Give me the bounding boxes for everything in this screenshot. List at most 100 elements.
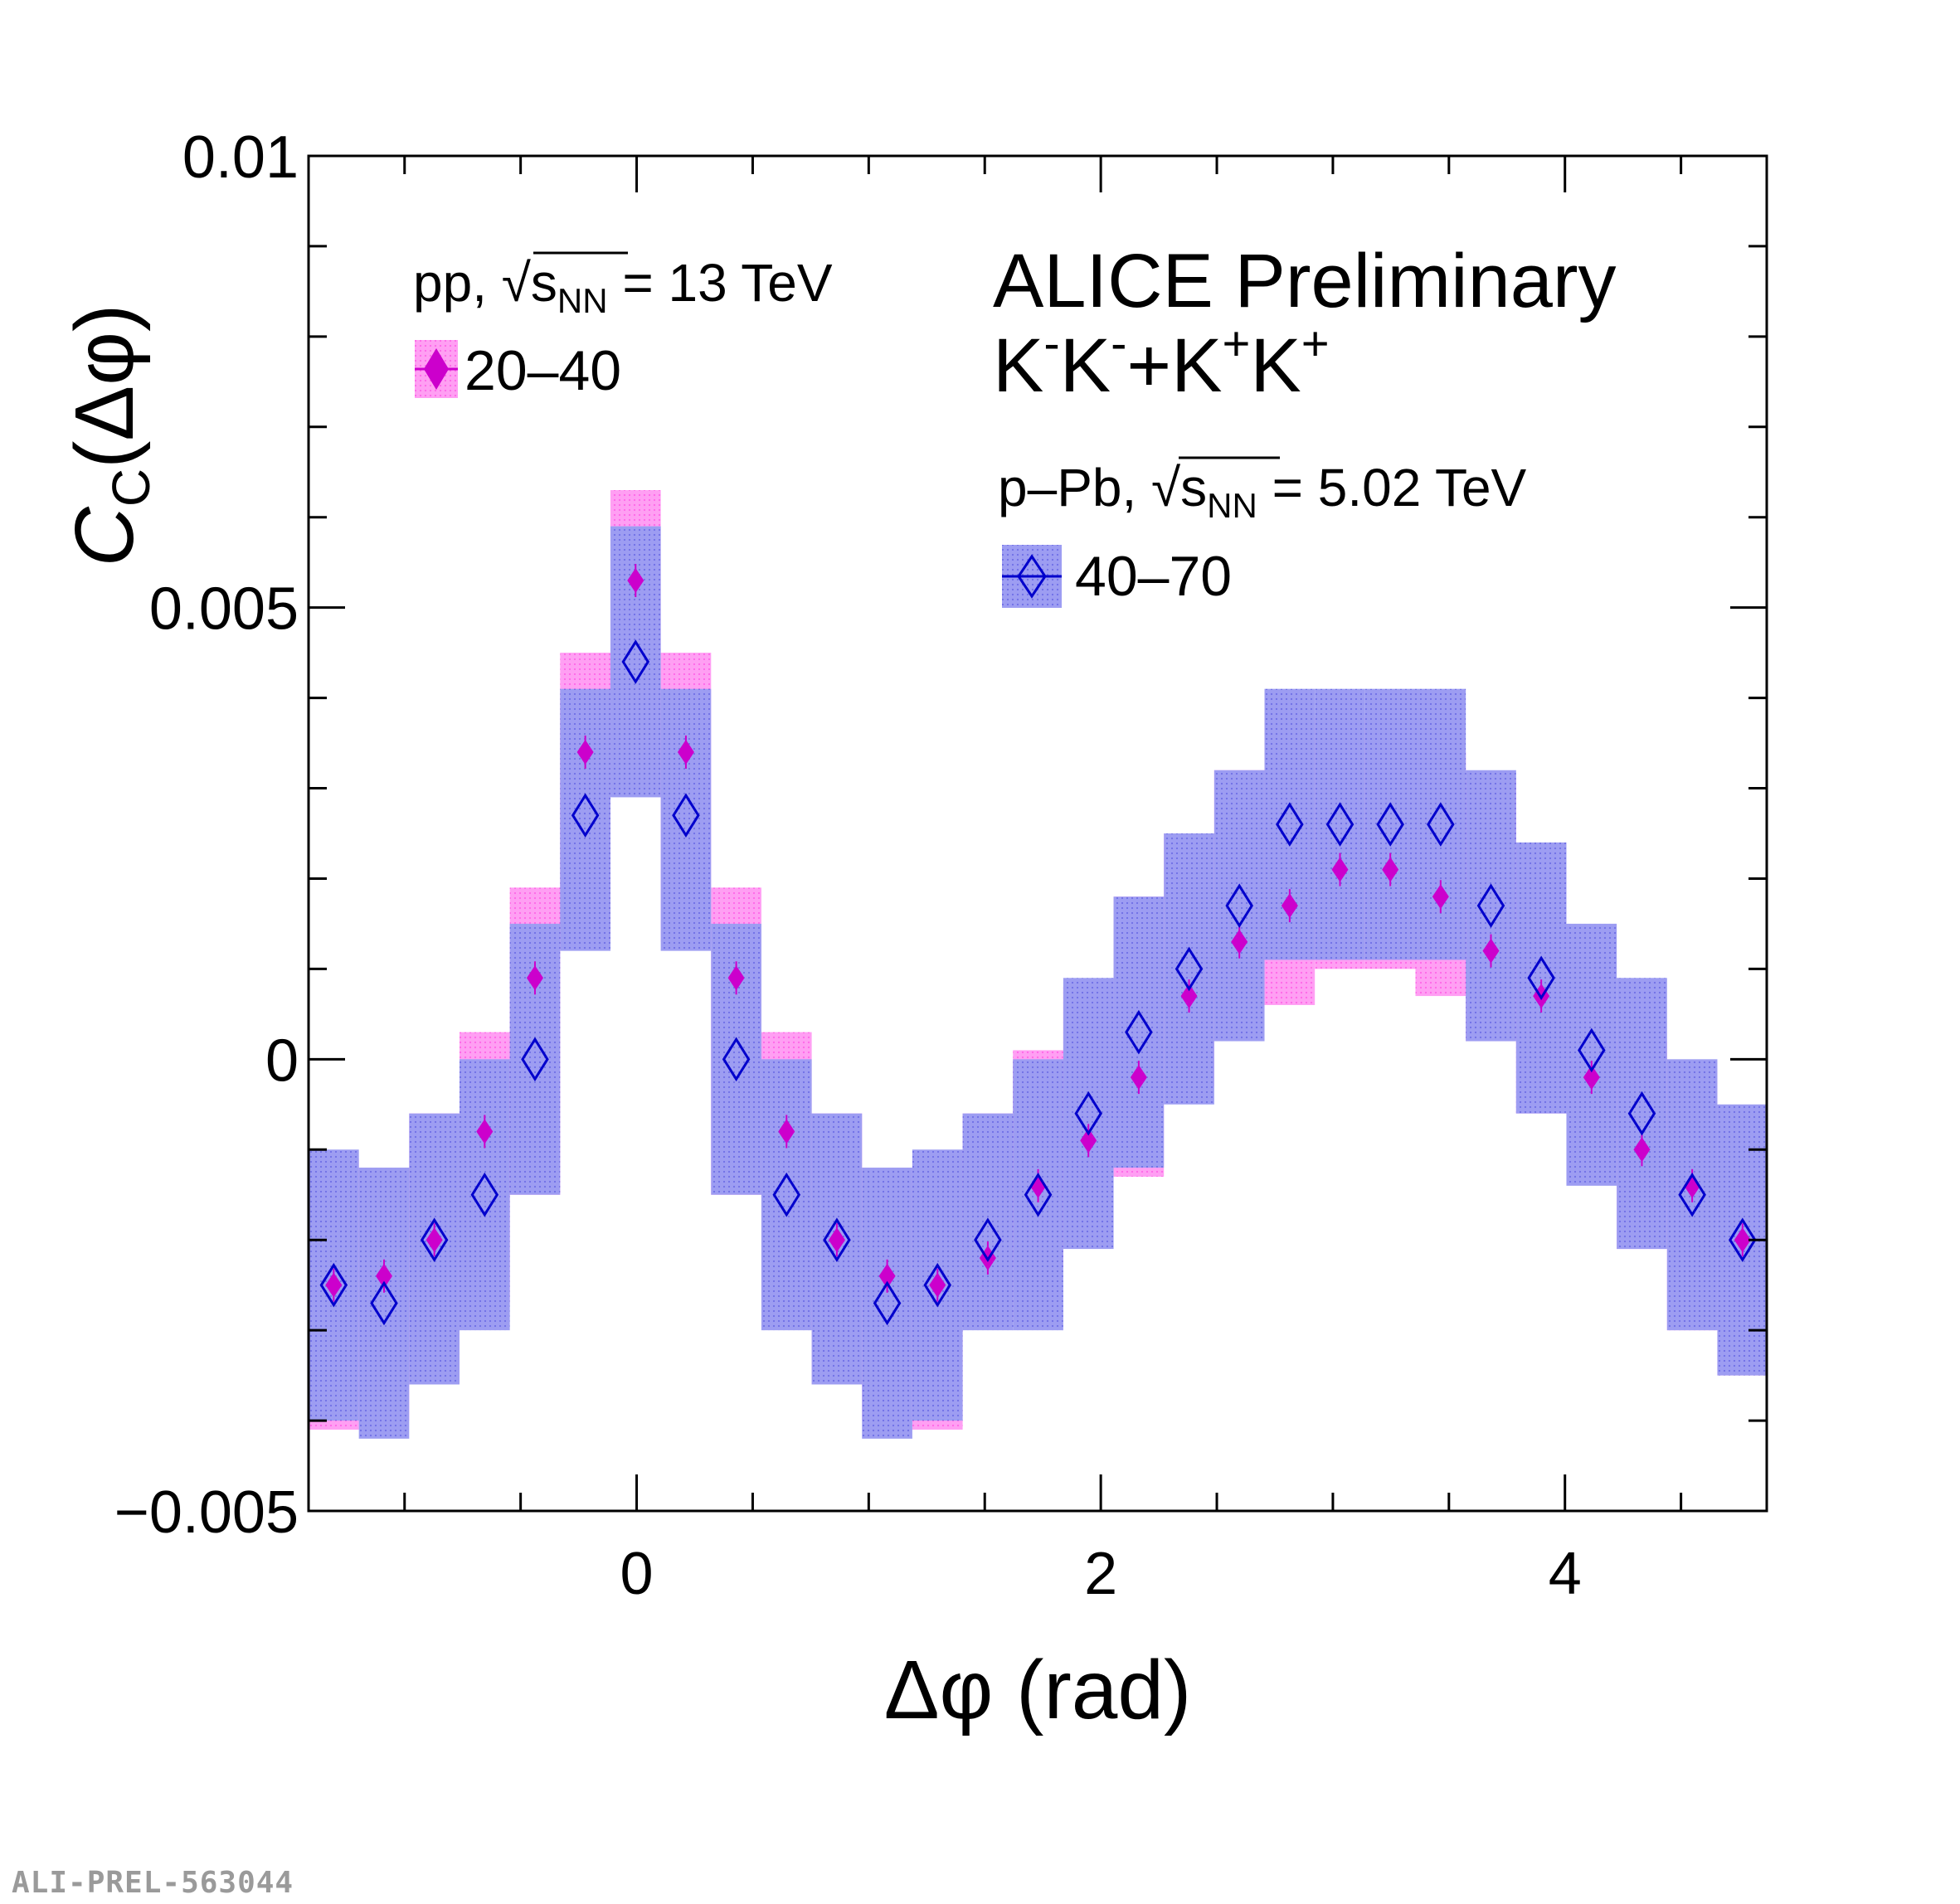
data-point-a <box>828 1227 845 1253</box>
legend-a-header: pp, √sNN = 13 TeV <box>413 253 833 320</box>
data-point-b <box>873 1280 902 1326</box>
data-point-a <box>929 1272 946 1298</box>
data-point-a <box>1130 1065 1147 1090</box>
x-axis-ticks: 0 2 4 <box>403 156 1683 1607</box>
data-point-b <box>923 1262 952 1308</box>
data-point-b <box>672 793 700 838</box>
sys-band-b <box>1515 842 1567 1114</box>
data-point-a <box>878 1263 896 1289</box>
data-point-b <box>772 1172 801 1217</box>
sys-band-b <box>1466 770 1516 1042</box>
data-point-a <box>778 1119 795 1144</box>
x-tick-label: 4 <box>1549 1541 1582 1607</box>
y-tick-label: −0.005 <box>114 1479 299 1546</box>
sys-band-b <box>1213 770 1265 1042</box>
sys-band-b <box>660 688 712 951</box>
sys-band-b <box>459 1059 510 1331</box>
data-point-b <box>1476 883 1505 928</box>
sys-band-b <box>1566 923 1617 1186</box>
legend-a-marker <box>424 348 449 390</box>
legend-b-header-prefix: p–Pb, <box>998 458 1151 517</box>
data-point-b <box>370 1280 398 1326</box>
data-point-a <box>375 1263 392 1289</box>
legend-a-label: 20–40 <box>464 339 621 402</box>
data-point-a <box>526 965 543 991</box>
data-point-b <box>1427 802 1455 847</box>
data-point-b <box>521 1037 549 1082</box>
data-point-b <box>571 793 600 838</box>
data-point-b <box>470 1172 499 1217</box>
y-axis-ticks: −0.005 0 0.005 0.01 <box>114 124 1767 1546</box>
data-point-a <box>1482 938 1500 964</box>
data-point-b <box>1527 955 1555 1001</box>
data-point-a <box>627 567 644 593</box>
sys-band-b <box>1063 978 1114 1250</box>
data-point-b <box>1376 802 1404 847</box>
legend-b-label: 40–70 <box>1075 545 1232 608</box>
svg-text:CC(Δφ): CC(Δφ) <box>58 304 161 567</box>
data-point-a <box>325 1272 343 1298</box>
data-point-a <box>677 739 694 765</box>
data-point-a <box>426 1227 443 1253</box>
data-point-b <box>319 1262 348 1308</box>
sys-band-b <box>1315 688 1365 960</box>
series-b-markers <box>319 639 1757 1326</box>
x-axis-label: Δφ (rad) <box>884 1644 1192 1736</box>
legend-a-header-prefix: pp, <box>413 253 502 313</box>
legend-b-header: p–Pb, √sNN = 5.02 TeV <box>998 458 1527 525</box>
series-b-sys-bands <box>309 526 1768 1439</box>
legend-b: p–Pb, √sNN = 5.02 TeV 40–70 <box>998 456 1527 608</box>
legend-b-header-suffix: = 5.02 TeV <box>1257 458 1527 517</box>
data-point-a <box>1331 857 1349 882</box>
x-tick-label: 0 <box>620 1541 654 1607</box>
data-point-b <box>621 639 650 684</box>
y-axis-label-sub: C <box>101 469 161 507</box>
data-point-b <box>1125 1009 1153 1055</box>
data-point-b <box>1024 1172 1053 1217</box>
data-point-a <box>1583 1065 1600 1090</box>
data-point-a <box>1080 1128 1097 1154</box>
data-point-a <box>1382 857 1399 882</box>
data-point-a <box>1180 984 1198 1009</box>
sys-band-b <box>761 1059 812 1331</box>
data-point-a <box>1633 1137 1651 1163</box>
sys-band-b <box>1164 833 1214 1105</box>
y-tick-label: 0.005 <box>149 576 299 643</box>
y-axis-label-main: C <box>58 506 151 566</box>
sys-band-b <box>862 1168 912 1439</box>
data-point-b <box>1729 1217 1757 1263</box>
data-point-b <box>722 1037 751 1082</box>
data-point-b <box>420 1217 449 1263</box>
sys-band-b <box>358 1168 410 1439</box>
data-point-a <box>476 1119 494 1144</box>
y-tick-label: 0 <box>265 1027 299 1094</box>
chart-title: ALICE Preliminary <box>993 239 1617 323</box>
y-axis-label: CC(Δφ) <box>58 304 161 567</box>
data-point-b <box>823 1217 851 1263</box>
watermark-label: ALI-PREL-563044 <box>12 1866 294 1900</box>
legend-b-marker <box>1017 554 1047 599</box>
data-point-a <box>1281 893 1298 919</box>
sys-band-b <box>1617 978 1667 1250</box>
data-point-a <box>1231 929 1248 954</box>
data-point-b <box>1578 1027 1606 1073</box>
data-point-b <box>1678 1172 1706 1217</box>
chart-subtitle: K-K-+K+K+ <box>993 317 1330 408</box>
data-point-a <box>1432 884 1449 910</box>
data-point-a <box>576 739 594 765</box>
legend-a-header-suffix: = 13 TeV <box>608 253 833 313</box>
data-point-a <box>1734 1227 1751 1253</box>
data-point-a <box>727 965 745 991</box>
data-point-b <box>1074 1090 1102 1136</box>
sys-band-b <box>560 688 610 951</box>
plot-frame <box>307 154 1768 1513</box>
data-point-b <box>1225 883 1253 928</box>
legend-a: pp, √sNN = 13 TeV 20–40 <box>413 251 833 402</box>
data-point-b <box>1325 802 1354 847</box>
sys-band-b <box>1364 688 1416 960</box>
data-point-b <box>974 1217 1002 1263</box>
y-axis-label-tail: (Δφ) <box>58 304 151 469</box>
data-point-b <box>1276 802 1304 847</box>
series-a-markers <box>325 563 1751 1302</box>
